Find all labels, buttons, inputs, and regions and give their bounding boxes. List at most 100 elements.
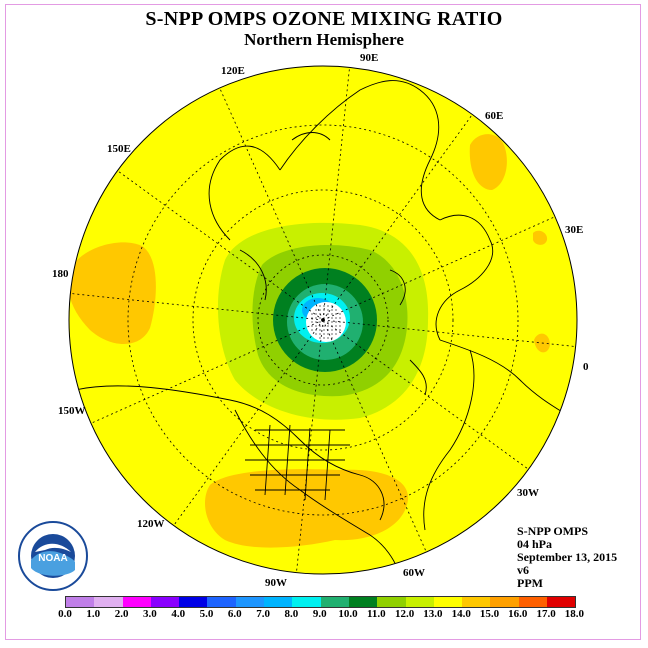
meridian-line	[322, 66, 351, 321]
colorbar-swatch	[433, 597, 463, 607]
polar-gap-dot	[315, 313, 317, 315]
lon-label-30e: 30E	[565, 224, 583, 236]
map-title: S-NPP OMPS OZONE MIXING RATIO	[145, 8, 503, 30]
colorbar-tick-label: 1.0	[86, 608, 101, 620]
meridian-line	[322, 213, 561, 321]
colorbar-tick-label: 17.0	[536, 608, 556, 620]
polar-gap-dot	[311, 317, 313, 319]
polar-gap-dot	[327, 325, 329, 327]
info-version: v6	[517, 563, 529, 577]
polar-gap-dot	[339, 329, 341, 331]
colorbar-tick-label: 5.0	[199, 608, 214, 620]
meridian-line	[69, 292, 324, 321]
polar-gap-dot	[335, 317, 337, 319]
polar-gap-dot	[311, 325, 313, 327]
colorbar-tick-label: 9.0	[312, 608, 327, 620]
colorbar-swatch	[377, 597, 406, 607]
colorbar-swatch	[150, 597, 180, 607]
colorbar-swatch	[490, 597, 519, 607]
colorbar-swatch	[207, 597, 236, 607]
map-subtitle: Northern Hemisphere	[244, 30, 404, 49]
polar-gap-dot	[319, 325, 321, 327]
coastlines	[74, 80, 576, 574]
colorbar	[65, 596, 577, 608]
meridian-line	[85, 319, 324, 427]
ozone-patch-30e	[533, 230, 548, 245]
polar-gap-dot	[323, 325, 325, 327]
polar-gap-dot	[331, 321, 333, 323]
colorbar-tick-label: 14.0	[451, 608, 471, 620]
colorbar-tick-label: 7.0	[256, 608, 270, 620]
colorbar-swatch	[348, 597, 378, 607]
polar-gap-dot	[319, 337, 321, 339]
colorbar-tick-label: 12.0	[394, 608, 415, 620]
lon-label-0: 0	[583, 361, 589, 373]
colorbar-tick-label: 8.0	[284, 608, 299, 620]
polar-gap-dot	[323, 329, 325, 331]
polar-gap-dot	[327, 309, 329, 311]
colorbar-tick-label: 18.0	[564, 608, 585, 620]
colorbar-tick-label: 0.0	[58, 608, 72, 620]
colorbar-tick-label: 6.0	[227, 608, 242, 620]
colorbar-swatch	[235, 597, 265, 607]
polar-gap-dot	[327, 333, 329, 335]
colorbar-swatch	[179, 597, 208, 607]
polar-gap-dot	[319, 309, 321, 311]
graticule	[69, 66, 577, 574]
polar-gap-dot	[323, 305, 325, 307]
polar-gap-dot	[327, 321, 329, 323]
lon-label-120w: 120W	[137, 518, 165, 530]
polar-gap-dot	[323, 333, 325, 335]
polar-gap-dot	[323, 337, 325, 339]
polar-gap-dot	[335, 325, 337, 327]
colorbar-swatch	[547, 597, 576, 607]
noaa-logo: NOAA	[18, 521, 88, 591]
polar-gap-dot	[311, 313, 313, 315]
lon-label-30w: 30W	[517, 487, 539, 499]
colorbar-tick-label: 13.0	[423, 608, 443, 620]
ozone-patch-60e	[469, 134, 507, 190]
polar-gap-dot	[339, 317, 341, 319]
meridian-line	[295, 319, 324, 574]
info-units: PPM	[517, 576, 543, 590]
polar-gap-dot	[315, 321, 317, 323]
plot-frame	[5, 4, 641, 640]
meridian-line	[112, 166, 324, 321]
lon-label-150e: 150E	[107, 143, 131, 155]
colorbar-tick-label: 4.0	[171, 608, 186, 620]
colorbar-tick-label: 16.0	[508, 608, 528, 620]
polar-gap-dot	[339, 313, 341, 315]
polar-gap-dot	[331, 305, 333, 307]
polar-gap-dot	[327, 305, 329, 307]
polar-gap-dot	[315, 325, 317, 327]
colorbar-tick-label: 3.0	[143, 608, 157, 620]
polar-gap-dot	[319, 321, 321, 323]
colorbar-swatch	[66, 597, 95, 607]
lon-label-60e: 60E	[485, 110, 503, 122]
colorbar-swatch	[320, 597, 349, 607]
polar-gap-dot	[327, 313, 329, 315]
lon-label-120e: 120E	[221, 65, 245, 77]
meridian-line	[322, 319, 430, 558]
polar-gap-dot	[319, 305, 321, 307]
polar-gap-dot	[331, 313, 333, 315]
colorbar-tick-label: 10.0	[338, 608, 358, 620]
polar-gap-dot	[311, 321, 313, 323]
lon-label-90e: 90E	[360, 52, 378, 64]
polar-gap-dot	[327, 337, 329, 339]
colorbar-tick-label: 15.0	[479, 608, 500, 620]
colorbar-swatch	[292, 597, 321, 607]
polar-gap-dot	[331, 337, 333, 339]
ozone-patch-180	[69, 242, 156, 344]
polar-gap-dot	[331, 329, 333, 331]
polar-gap-dot	[331, 309, 333, 311]
polar-gap-dot	[315, 317, 317, 319]
polar-gap-dot	[331, 333, 333, 335]
colorbar-swatch	[462, 597, 491, 607]
lon-label-180: 180	[52, 268, 69, 280]
polar-gap-dot	[319, 317, 321, 319]
polar-gap-dot	[323, 317, 325, 319]
polar-gap-dot	[335, 313, 337, 315]
